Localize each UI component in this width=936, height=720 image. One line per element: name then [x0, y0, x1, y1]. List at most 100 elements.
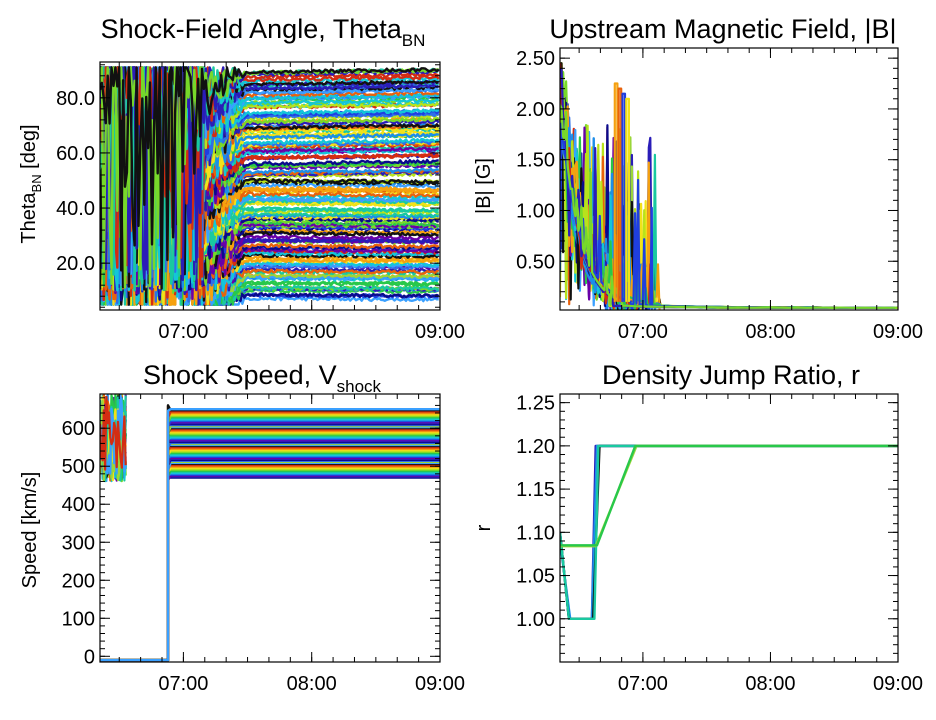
vshock-series-line [100, 471, 440, 662]
vshock-series-line [100, 455, 440, 662]
y-tick-label: 1.25 [516, 393, 555, 415]
vshock-early-line [100, 395, 127, 471]
vshock-series-line [100, 448, 440, 662]
panel-theta-title: Shock-Field Angle, ThetaBN [101, 14, 426, 50]
vshock-series-line [100, 464, 440, 662]
y-tick-label: 2.50 [516, 48, 555, 70]
panel-theta-title-main: Shock-Field Angle, Theta [101, 14, 403, 44]
bmag-spike-line [625, 97, 631, 302]
panel-vshock-series [100, 394, 440, 662]
panel-vshock-title-main: Shock Speed, V [143, 360, 337, 390]
ratio-series-line [560, 444, 898, 548]
ratio-series-line [560, 444, 898, 620]
bmag-spike-line [613, 82, 619, 302]
vshock-series-line [100, 456, 440, 662]
panel-vshock-title-sub: shock [337, 377, 382, 396]
x-tick-label: 08:00 [745, 673, 795, 695]
vshock-series-line [100, 470, 440, 662]
bmag-spike-line [621, 92, 627, 302]
panel-bmag-series [560, 62, 898, 310]
ratio-series-line [560, 444, 898, 547]
x-tick-label: 08:00 [745, 321, 795, 343]
y-tick-label: 1.00 [516, 609, 555, 631]
vshock-series-line [100, 454, 440, 662]
plot-frame [99, 393, 441, 663]
panel-bmag-ylabel: |B| [G] [473, 158, 495, 214]
vshock-series-line [100, 456, 440, 662]
vshock-series-line [100, 447, 440, 662]
panel-ratio-axes: 07:00 08:00 09:00 1.00 1.05 1.10 1.15 1.20 1.25 [516, 393, 923, 695]
panel-ratio-title: Density Jump Ratio, r [602, 360, 860, 390]
panel-theta-ylabel-unit: [deg] [18, 124, 40, 174]
x-tick-label: 07:00 [158, 321, 208, 343]
vshock-series-line [100, 472, 440, 662]
vshock-series-line [100, 450, 440, 662]
y-tick-label: 1.50 [516, 150, 555, 172]
theta-series-line [100, 66, 440, 290]
vshock-series-line [100, 460, 440, 662]
panel-theta-series [100, 66, 440, 306]
plot-frame [559, 393, 899, 663]
panel-bmag-title: Upstream Magnetic Field, |B| [549, 14, 896, 44]
x-tick-label: 07:00 [618, 321, 668, 343]
vshock-series-line [100, 466, 440, 662]
vshock-series-line [100, 458, 440, 662]
vshock-series-line [100, 445, 440, 662]
panel-theta-ylabel: ThetaBN [deg] [18, 124, 44, 243]
y-tick-label: 1.10 [516, 522, 555, 544]
vshock-series-line [100, 469, 440, 662]
ratio-series-line [560, 444, 898, 620]
vshock-series-line [100, 459, 440, 662]
vshock-series-line [100, 474, 440, 662]
y-tick-label: 1.15 [516, 479, 555, 501]
y-tick-label: 0 [84, 646, 95, 668]
y-tick-label: 200 [62, 570, 95, 592]
panel-ratio: Density Jump Ratio, r r 07:00 08:00 09:00 1… [473, 360, 923, 695]
vshock-series-line [100, 446, 440, 662]
y-tick-label: 40.0 [56, 198, 95, 220]
vshock-series-line [100, 458, 440, 662]
y-tick-label: 60.0 [56, 143, 95, 165]
y-tick-label: 600 [62, 418, 95, 440]
x-tick-label: 07:00 [618, 673, 668, 695]
x-tick-label: 09:00 [415, 673, 465, 695]
y-tick-label: 1.05 [516, 566, 555, 588]
panel-vshock-ylabel: Speed [km/s] [19, 472, 41, 589]
x-tick-label: 08:00 [287, 321, 337, 343]
vshock-series-line [100, 467, 440, 662]
panel-bmag-axes: 07:00 08:00 09:00 0.50 1.00 1.50 2.00 2.50 [516, 47, 923, 343]
vshock-series-line [100, 447, 440, 662]
y-tick-label: 1.00 [516, 200, 555, 222]
panel-theta-ylabel-sub: BN [29, 174, 44, 192]
panel-ratio-series [560, 444, 898, 620]
vshock-series-line [100, 408, 440, 662]
y-tick-label: 1.20 [516, 436, 555, 458]
ratio-series-line [560, 444, 898, 620]
vshock-series-line [100, 457, 440, 662]
vshock-series-line [100, 466, 440, 662]
vshock-series-line [100, 457, 440, 662]
y-tick-label: 20.0 [56, 253, 95, 275]
ratio-series-line [560, 444, 898, 620]
vshock-series-line [100, 461, 440, 662]
vshock-series-line [100, 466, 440, 662]
y-tick-label: 2.00 [516, 99, 555, 121]
panel-theta: Shock-Field Angle, ThetaBN ThetaBN [deg]… [18, 14, 465, 343]
x-tick-label: 09:00 [873, 321, 923, 343]
vshock-series-line [100, 449, 440, 662]
panel-ratio-ylabel: r [473, 524, 495, 531]
y-tick-label: 400 [62, 494, 95, 516]
panel-theta-axes: 07:00 08:00 09:00 20.0 40.0 60.0 80.0 [56, 61, 465, 343]
panel-vshock-axes: 07:00 08:00 09:00 0 100 200 300 400 500 600 [62, 393, 465, 695]
plot-frame [559, 47, 899, 311]
panel-bmag: Upstream Magnetic Field, |B| |B| [G] 07:… [473, 14, 923, 343]
x-tick-label: 09:00 [873, 673, 923, 695]
panel-vshock-title: Shock Speed, Vshock [143, 360, 382, 396]
vshock-series-line [100, 472, 440, 662]
panel-theta-ylabel-main: Theta [18, 192, 40, 244]
y-tick-label: 80.0 [56, 88, 95, 110]
y-tick-label: 300 [62, 532, 95, 554]
x-tick-label: 08:00 [287, 673, 337, 695]
bmag-spike-line [617, 87, 623, 302]
